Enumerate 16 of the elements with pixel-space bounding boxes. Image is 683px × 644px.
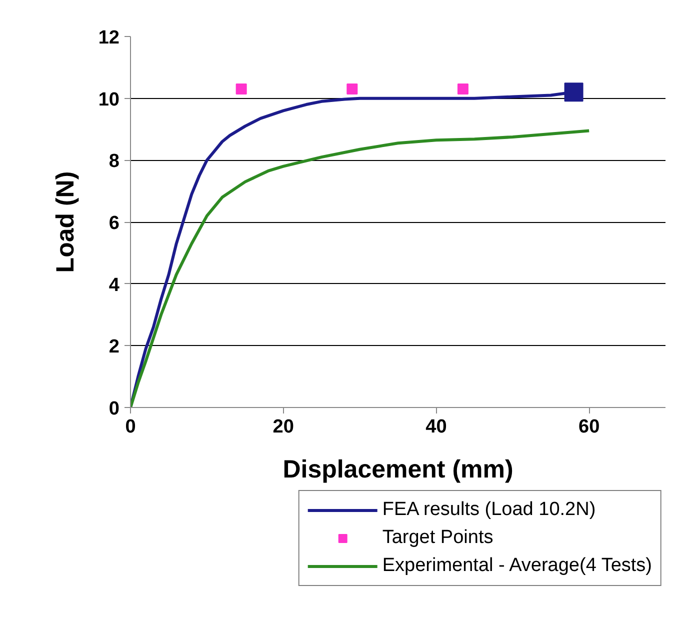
y-axis-title: Load (N) [51,171,80,273]
legend-label: Experimental - Average(4 Tests) [382,555,652,577]
y-tick-label: 10 [98,89,120,110]
x-tick-label: 60 [578,416,600,438]
x-tick-label: 0 [125,416,136,438]
y-tick-label: 6 [108,213,120,234]
x-tick-label: 40 [426,416,447,438]
x-tick-label: 20 [272,416,294,438]
x-axis-title: Displacement (mm) [282,456,514,484]
y-tick-label: 12 [98,28,120,48]
y-tick-label: 8 [108,151,120,172]
y-tick-label: 4 [108,274,120,296]
legend-label: FEA results (Load 10.2N) [382,499,596,521]
legend-label: Target Points [382,527,494,549]
y-tick-label: 0 [108,398,120,420]
y-tick-label: 2 [108,336,120,358]
